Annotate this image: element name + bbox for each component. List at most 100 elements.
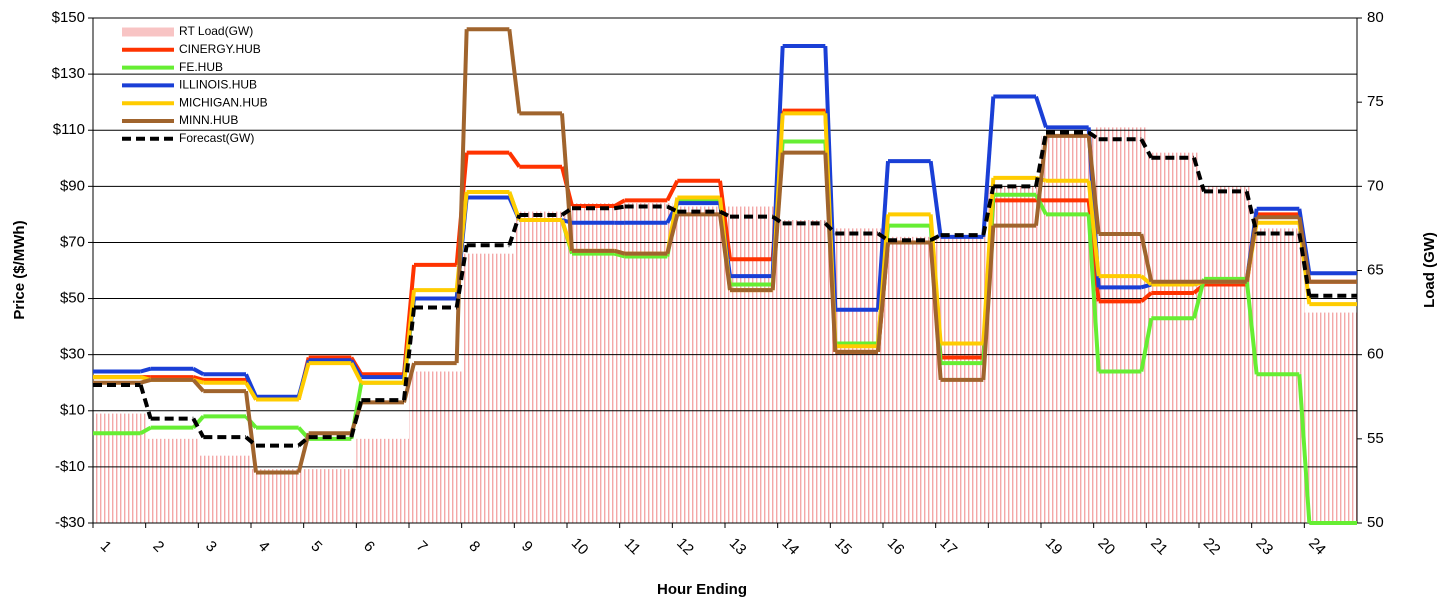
step-connector — [507, 151, 521, 168]
x-tick-label: 2 — [149, 538, 167, 556]
step-connector — [1086, 180, 1101, 277]
step-connector — [665, 213, 680, 255]
step-connector — [140, 366, 152, 374]
step-connector — [1139, 233, 1154, 283]
y-tick-label: -$30 — [55, 514, 85, 531]
load-bar — [883, 236, 936, 524]
x-tick-label: 9 — [518, 538, 536, 556]
step-connector — [139, 425, 152, 435]
step-connector — [666, 204, 679, 214]
step-connector — [191, 378, 205, 393]
step-connector — [1192, 157, 1206, 192]
legend-label: ILLINOIS.HUB — [179, 78, 257, 92]
step-connector — [1140, 274, 1153, 287]
y2-tick-label: 55 — [1367, 430, 1384, 447]
step-connector — [1244, 190, 1259, 234]
step-connector — [1086, 135, 1101, 235]
step-connector — [349, 399, 364, 438]
y2-axis-title: Load (GW) — [1421, 232, 1438, 308]
y2-tick-label: 70 — [1367, 177, 1384, 194]
y-tick-label: $70 — [60, 233, 85, 250]
step-connector — [876, 231, 890, 242]
x-tick-label: 4 — [255, 538, 273, 556]
x-tick-label: 23 — [1252, 535, 1276, 559]
step-connector — [823, 221, 837, 235]
load-bar — [461, 253, 515, 523]
x-tick-label: 20 — [1094, 535, 1118, 559]
step-connector — [614, 248, 626, 256]
load-bar — [619, 203, 673, 523]
step-connector — [614, 251, 626, 259]
x-tick-label: 12 — [673, 535, 697, 559]
step-connector — [876, 242, 890, 353]
step-connector — [454, 244, 469, 308]
step-connector — [771, 214, 784, 226]
step-connector — [1034, 95, 1048, 129]
y2-tick-label: 65 — [1367, 261, 1384, 278]
step-connector — [665, 179, 680, 202]
step-connector — [1244, 278, 1259, 375]
step-connector — [928, 160, 943, 238]
step-connector — [1086, 214, 1101, 372]
step-connector — [1034, 132, 1048, 187]
step-connector — [244, 390, 258, 473]
x-tick-label: 5 — [307, 538, 325, 556]
x-tick-label: 16 — [884, 535, 908, 559]
step-connector — [929, 233, 942, 242]
y2-tick-label: 80 — [1367, 9, 1384, 26]
legend-label: CINERGY.HUB — [179, 42, 261, 56]
step-connector — [296, 432, 311, 473]
load-bar — [1146, 152, 1199, 523]
x-tick-label: 19 — [1042, 535, 1066, 559]
load-bar — [145, 438, 199, 523]
step-connector — [402, 307, 416, 401]
step-connector — [349, 362, 364, 384]
load-bar — [1093, 127, 1147, 524]
load-bar — [567, 203, 620, 523]
step-connector — [560, 113, 574, 252]
y-tick-label: $150 — [52, 9, 85, 26]
legend-label: MINN.HUB — [179, 113, 238, 127]
x-tick-label: 13 — [726, 535, 750, 559]
x-tick-label: 15 — [831, 535, 855, 559]
load-bar — [777, 220, 831, 523]
step-connector — [614, 204, 625, 211]
step-connector — [1139, 317, 1154, 372]
step-connector — [191, 417, 206, 439]
step-connector — [140, 377, 152, 385]
step-connector — [928, 214, 943, 344]
load-bar — [356, 438, 409, 523]
legend-label: FE.HUB — [179, 60, 223, 74]
step-connector — [981, 96, 996, 237]
y-tick-label: $110 — [53, 121, 85, 138]
step-connector — [719, 209, 731, 219]
y-axis-title: Price ($/MWh) — [11, 220, 28, 319]
legend-label: MICHIGAN.HUB — [179, 95, 268, 109]
load-bar — [409, 371, 462, 523]
load-bar — [725, 206, 778, 524]
y-tick-label: $50 — [60, 290, 85, 307]
step-connector — [1192, 278, 1206, 319]
step-connector — [1297, 233, 1312, 297]
step-connector — [928, 242, 943, 381]
x-tick-label: 22 — [1200, 535, 1224, 559]
load-bar — [830, 228, 883, 523]
load-bar — [514, 211, 567, 524]
y2-tick-label: 60 — [1367, 346, 1384, 363]
step-connector — [823, 152, 838, 352]
load-bar — [198, 455, 251, 523]
step-connector — [1087, 130, 1100, 141]
y2-tick-label: 50 — [1367, 514, 1384, 531]
step-connector — [507, 214, 522, 246]
load-bar — [251, 469, 304, 523]
y-tick-label: $90 — [60, 177, 85, 194]
y-tick-label: $10 — [60, 402, 85, 419]
legend-label: Forecast(GW) — [179, 131, 254, 145]
step-connector — [244, 435, 258, 448]
x-tick-label: 1 — [97, 538, 115, 556]
x-tick-label: 11 — [621, 535, 644, 558]
step-connector — [1297, 374, 1312, 524]
x-tick-label: 14 — [778, 535, 802, 559]
step-connector — [296, 362, 311, 401]
